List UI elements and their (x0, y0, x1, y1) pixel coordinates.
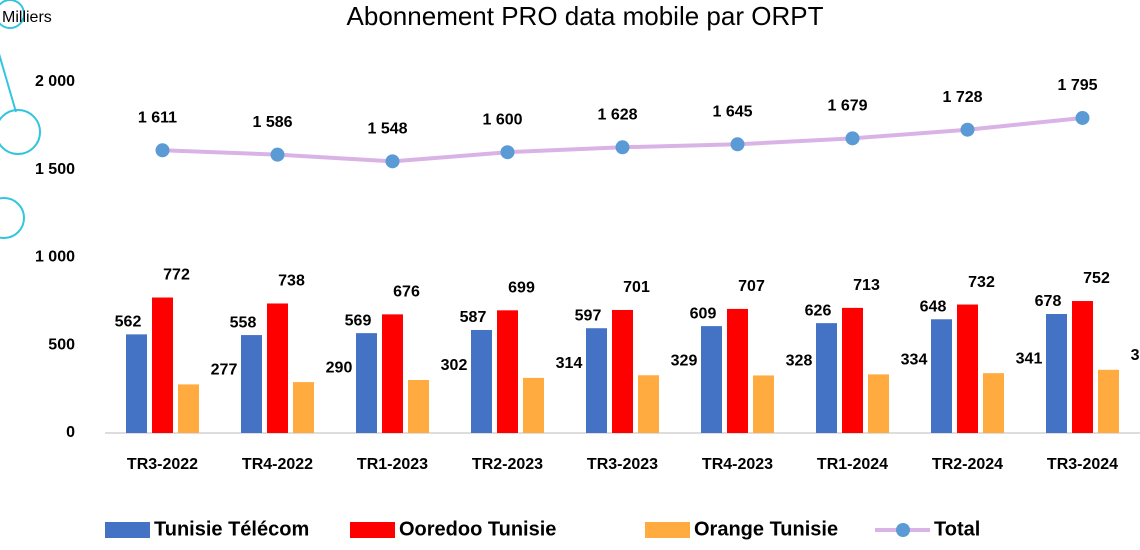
bar (753, 375, 774, 433)
data-label: 328 (786, 353, 813, 370)
bar (868, 374, 889, 433)
marker (731, 137, 745, 151)
bar (957, 305, 978, 433)
y-tick-label: 1 500 (35, 161, 75, 178)
data-label: 1 548 (367, 121, 407, 138)
data-label: 329 (671, 352, 698, 369)
data-label: 1 645 (712, 104, 752, 121)
bar (267, 303, 288, 433)
data-label: 678 (1035, 293, 1062, 310)
bar (612, 310, 633, 433)
data-label: 569 (345, 312, 372, 329)
legend-swatch (645, 522, 690, 538)
x-tick-label: TR2-2024 (932, 456, 1003, 473)
data-label: 1 586 (252, 114, 292, 131)
legend-label: Total (934, 518, 980, 540)
marker (501, 145, 515, 159)
y-unit: Milliers (2, 9, 52, 26)
data-label: 609 (690, 305, 717, 322)
data-label: 587 (460, 309, 487, 326)
bar (638, 375, 659, 433)
data-label: 314 (556, 355, 583, 372)
decoration (0, 0, 40, 238)
bar (1098, 370, 1119, 433)
bar (408, 380, 429, 433)
data-label: 732 (968, 274, 995, 291)
data-label: 701 (623, 279, 650, 296)
data-label: 341 (1016, 350, 1043, 367)
x-tick-label: TR3-2022 (127, 456, 198, 473)
bar (497, 310, 518, 433)
data-label: 334 (901, 352, 928, 369)
marker (386, 154, 400, 168)
data-label: 648 (920, 298, 947, 315)
data-label: 360 (1131, 347, 1140, 364)
data-label: 707 (738, 278, 765, 295)
data-label: 699 (508, 280, 535, 297)
x-tick-label: TR1-2023 (357, 456, 428, 473)
bar (586, 328, 607, 433)
data-label: 772 (163, 267, 190, 284)
data-label: 1 728 (942, 89, 982, 106)
legend-label: Ooredoo Tunisie (399, 518, 556, 540)
x-tick-label: TR4-2023 (702, 456, 773, 473)
bar (178, 384, 199, 433)
marker (271, 148, 285, 162)
marker (961, 123, 975, 137)
marker (616, 140, 630, 154)
data-label: 558 (230, 314, 257, 331)
marker (1076, 111, 1090, 125)
data-label: 752 (1083, 270, 1110, 287)
data-label: 738 (278, 273, 305, 290)
data-label: 1 628 (597, 107, 637, 124)
bar (471, 330, 492, 433)
data-label: 713 (853, 277, 880, 294)
bar (241, 335, 262, 433)
legend-swatch (896, 523, 910, 537)
marker (156, 143, 170, 157)
bar (983, 373, 1004, 433)
bar (1072, 301, 1093, 433)
legend-swatch (350, 522, 395, 538)
chart: Milliers Abonnement PRO data mobile par … (0, 0, 1140, 550)
bar (931, 319, 952, 433)
bar (816, 323, 837, 433)
bar (126, 334, 147, 433)
bar (356, 333, 377, 433)
data-label: 277 (211, 362, 238, 379)
data-label: 676 (393, 284, 420, 301)
bar (382, 314, 403, 433)
y-tick-label: 500 (48, 336, 75, 353)
bar (293, 382, 314, 433)
x-tick-label: TR3-2024 (1047, 456, 1118, 473)
data-label: 1 795 (1057, 77, 1097, 94)
y-tick-label: 2 000 (35, 73, 75, 90)
x-tick-label: TR3-2023 (587, 456, 658, 473)
chart-title: Abonnement PRO data mobile par ORPT (347, 1, 824, 31)
line (163, 118, 1083, 161)
legend-label: Tunisie Télécom (154, 518, 309, 540)
x-tick-label: TR2-2023 (472, 456, 543, 473)
x-tick-label: TR4-2022 (242, 456, 313, 473)
data-label: 1 600 (482, 111, 522, 128)
data-label: 626 (805, 302, 832, 319)
bar (523, 378, 544, 433)
bar (842, 308, 863, 433)
bar (152, 298, 173, 433)
bar (1046, 314, 1067, 433)
legend-swatch (105, 522, 150, 538)
data-label: 1 679 (827, 98, 867, 115)
x-tick-label: TR1-2024 (817, 456, 888, 473)
y-tick-label: 1 000 (35, 249, 75, 266)
bar (727, 309, 748, 433)
bar (701, 326, 722, 433)
data-label: 562 (115, 314, 142, 331)
data-label: 302 (441, 357, 468, 374)
data-label: 290 (326, 359, 353, 376)
data-label: 1 611 (138, 109, 177, 126)
y-tick-label: 0 (66, 424, 75, 441)
marker (846, 131, 860, 145)
data-label: 597 (575, 307, 602, 324)
legend-label: Orange Tunisie (694, 518, 838, 540)
